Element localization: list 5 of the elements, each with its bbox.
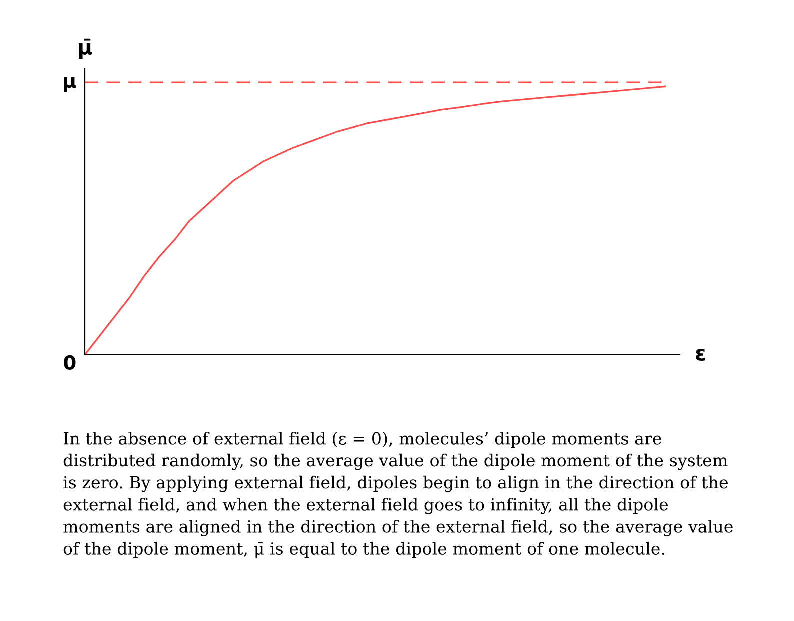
y-axis-title: μ̄	[79, 38, 92, 60]
text: 0	[64, 355, 76, 370]
x-axis-title: ε	[696, 349, 706, 362]
text: In the absence of external field (ε = 0), molecules’ dipole moments are distributed randomly, so the average value of the dipole moment of the system is zero. By applying external field, dipoles begin to align in the direction of the external field, and when the external field goes to infinity, all the dipole moments are aligned in the direction of the external field, so the average value of the dipole moment, μ̄ is equal to the dipole moment of one molecule.	[64, 432, 733, 558]
text: μ	[64, 77, 76, 92]
